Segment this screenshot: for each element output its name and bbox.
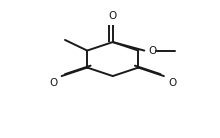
- Text: O: O: [49, 78, 57, 88]
- Text: O: O: [168, 78, 176, 88]
- Text: O: O: [148, 46, 157, 56]
- Text: O: O: [109, 11, 117, 21]
